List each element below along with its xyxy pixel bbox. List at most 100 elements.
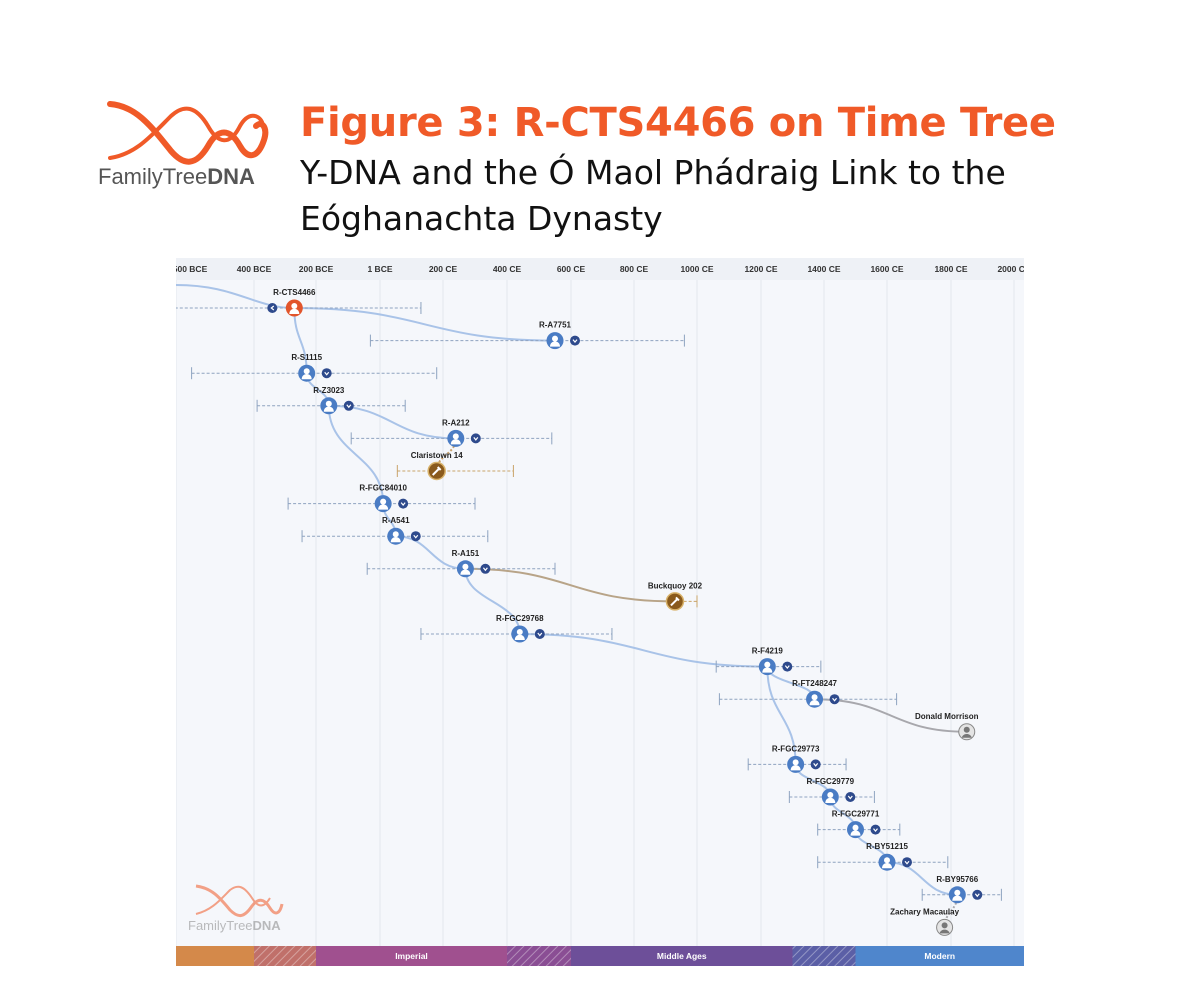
time-tree-svg: 500 BCE 400 BCE 200 BCE 1 BCE 200 CE 400 CE 60… xyxy=(144,258,1031,966)
x-tick-label: 400 CE xyxy=(493,264,522,274)
era-segment xyxy=(176,946,254,966)
era-hatch xyxy=(792,946,856,966)
logo-text-family: FamilyTree xyxy=(98,164,207,189)
time-tree-chart: 500 BCE 400 BCE 200 BCE 1 BCE 200 CE 400 CE 60… xyxy=(144,258,1031,966)
node-label: R-A541 xyxy=(382,516,410,525)
node-label: R-FT248247 xyxy=(792,679,837,688)
x-tick-label: 800 CE xyxy=(620,264,649,274)
node-label: R-BY95766 xyxy=(936,875,978,884)
expand-button[interactable] xyxy=(398,498,409,509)
x-tick-label: 500 BCE xyxy=(176,264,208,274)
tree-link xyxy=(327,405,385,504)
tree-link xyxy=(519,633,768,668)
era-label: Modern xyxy=(924,951,955,961)
person-portrait-node xyxy=(936,918,954,936)
era-segment xyxy=(316,946,507,966)
haplogroup-node xyxy=(787,755,805,773)
node-label: R-CTS4466 xyxy=(273,288,316,297)
node-label: R-S1115 xyxy=(291,353,322,362)
haplogroup-node xyxy=(847,821,864,839)
haplogroup-node xyxy=(546,332,564,350)
haplogroup-node xyxy=(806,690,824,708)
person-portrait-node xyxy=(958,723,976,741)
x-tick-label: 600 CE xyxy=(557,264,586,274)
watermark-logo: FamilyTreeDNA xyxy=(188,884,284,933)
page-title: Figure 3: R-CTS4466 on Time Tree xyxy=(300,100,1056,146)
expand-button[interactable] xyxy=(845,792,856,802)
haplogroup-node xyxy=(758,658,776,676)
x-tick-label: 200 BCE xyxy=(299,264,334,274)
chevron-icon xyxy=(904,860,910,865)
expand-button[interactable] xyxy=(470,433,481,444)
haplogroup-node xyxy=(320,397,338,415)
root-haplogroup-node xyxy=(285,299,303,317)
node-label: Buckquoy 202 xyxy=(648,581,703,590)
x-tick-label: 1800 CE xyxy=(934,264,967,274)
chevron-icon xyxy=(324,371,330,376)
expand-button[interactable] xyxy=(343,400,354,411)
node-label: R-FGC29779 xyxy=(807,777,855,786)
tree-link xyxy=(766,666,797,765)
x-tick-label: 1000 CE xyxy=(680,264,713,274)
tree-link xyxy=(464,568,521,635)
node-label: Donald Morrison xyxy=(915,712,979,721)
haplogroup-node xyxy=(511,625,529,643)
svg-text:FamilyTreeDNA: FamilyTreeDNA xyxy=(98,164,255,189)
haplogroup-node xyxy=(387,527,405,545)
familytreedna-logo: FamilyTreeDNA xyxy=(98,101,269,189)
expand-button[interactable] xyxy=(829,694,840,705)
tree-link xyxy=(175,284,295,309)
node-label: R-F4219 xyxy=(752,647,784,656)
expand-button[interactable] xyxy=(902,857,912,868)
chevron-icon xyxy=(400,502,406,507)
expand-button[interactable] xyxy=(810,759,821,770)
node-label: R-FGC29768 xyxy=(496,614,544,623)
expand-button[interactable] xyxy=(321,368,332,379)
expand-button[interactable] xyxy=(782,661,793,672)
watermark-text: FamilyTreeDNA xyxy=(188,918,281,933)
tree-link xyxy=(294,307,556,342)
chevron-icon xyxy=(873,828,878,833)
chevron-icon xyxy=(346,404,352,409)
page-subtitle: Y-DNA and the Ó Maol Phádraig Link to th… xyxy=(300,153,1006,238)
x-tick-label: 200 CE xyxy=(429,264,458,274)
chevron-icon xyxy=(482,567,488,572)
tree-link xyxy=(395,535,466,570)
collapse-left-button[interactable] xyxy=(267,303,278,313)
expand-button[interactable] xyxy=(972,889,983,900)
haplogroup-node xyxy=(878,853,896,871)
node-label: R-A212 xyxy=(442,418,470,427)
axis-header-band xyxy=(176,258,1024,280)
plot-area xyxy=(176,280,1024,946)
x-tick-label: 400 BCE xyxy=(237,264,272,274)
expand-button[interactable] xyxy=(480,563,491,574)
era-hatch xyxy=(254,946,316,966)
expand-button[interactable] xyxy=(570,335,580,346)
node-label: R-A7751 xyxy=(539,321,572,330)
x-tick-label: 1400 CE xyxy=(807,264,840,274)
ancient-sample-node xyxy=(427,461,446,481)
chevron-icon xyxy=(413,534,419,539)
chevron-icon xyxy=(974,893,980,898)
node-label: R-FGC84010 xyxy=(359,484,407,493)
node-label: R-FGC29771 xyxy=(832,810,880,819)
expand-button[interactable] xyxy=(410,531,421,542)
haplogroup-node xyxy=(374,495,392,513)
chevron-icon xyxy=(270,305,275,311)
node-label: Zachary Macaulay xyxy=(890,907,959,916)
trowel-icon xyxy=(431,466,442,476)
tree-link xyxy=(465,567,675,603)
chevron-icon xyxy=(832,697,838,702)
trowel-icon xyxy=(670,596,680,607)
portrait-icon xyxy=(941,922,948,929)
expand-button[interactable] xyxy=(870,824,881,835)
era-label: Imperial xyxy=(395,951,428,961)
x-tick-label: 1200 CE xyxy=(744,264,777,274)
ancient-sample-node xyxy=(665,592,685,611)
expand-button[interactable] xyxy=(534,629,545,639)
chevron-icon xyxy=(473,437,479,441)
chevron-icon xyxy=(572,339,578,344)
chevron-icon xyxy=(847,795,853,800)
node-label: Claristown 14 xyxy=(411,451,464,460)
node-label: R-Z3023 xyxy=(313,386,345,395)
